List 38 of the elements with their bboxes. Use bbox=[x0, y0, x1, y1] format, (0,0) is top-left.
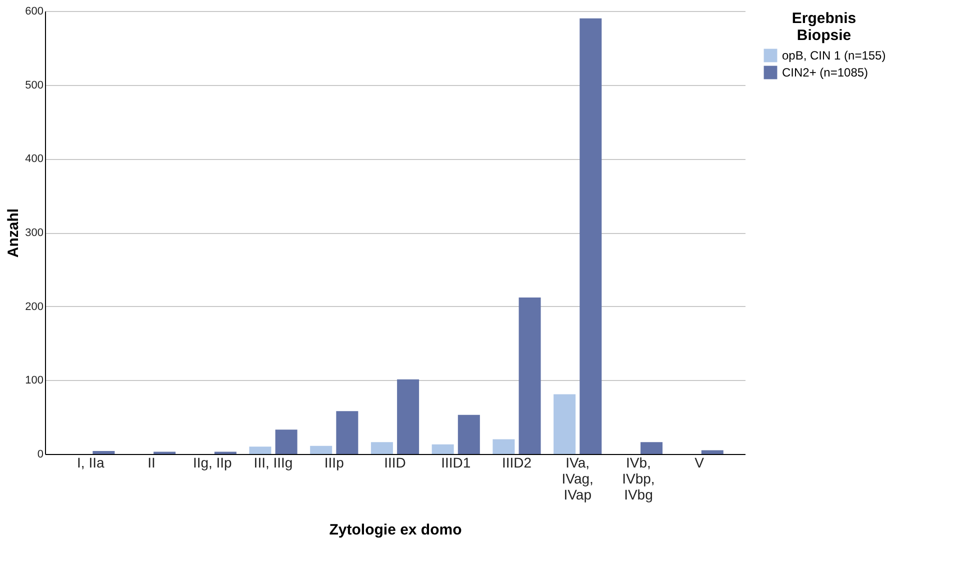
y-tick-label: 300 bbox=[25, 227, 44, 239]
y-tick-label: 400 bbox=[25, 153, 44, 166]
x-tick-label: IVb, IVbp, IVbg bbox=[622, 454, 655, 502]
bar bbox=[370, 442, 393, 454]
bar bbox=[249, 446, 272, 454]
x-tick-label: IIIp bbox=[324, 454, 344, 470]
y-tick-label: 600 bbox=[25, 6, 44, 18]
legend-label: CIN2+ (n=1085) bbox=[782, 66, 868, 80]
bar bbox=[492, 439, 515, 454]
x-tick-label: II bbox=[148, 454, 156, 470]
x-tick-label: IVa, IVag, IVap bbox=[562, 454, 594, 502]
bar bbox=[458, 414, 480, 454]
x-tick-label: I, IIa bbox=[77, 454, 104, 470]
x-tick-label: III, IIIg bbox=[254, 454, 293, 470]
bar bbox=[92, 451, 115, 454]
y-tick-label: 200 bbox=[25, 300, 44, 313]
y-tick-label: 500 bbox=[25, 79, 44, 92]
bar bbox=[554, 394, 576, 454]
x-axis-title: Zytologie ex domo bbox=[329, 522, 462, 538]
bar bbox=[275, 430, 298, 454]
bar bbox=[640, 442, 663, 454]
bar bbox=[432, 444, 454, 454]
y-tick-label: 100 bbox=[25, 374, 44, 387]
legend-label: opB, CIN 1 (n=155) bbox=[782, 48, 886, 62]
y-axis-title: Anzahl bbox=[5, 208, 22, 258]
bar bbox=[518, 297, 541, 454]
legend-title: Ergebnis Biopsie bbox=[792, 10, 856, 44]
x-tick-label: IIID1 bbox=[441, 454, 471, 470]
x-tick-label: V bbox=[694, 454, 705, 470]
bar bbox=[580, 18, 602, 454]
y-tick-label: 0 bbox=[37, 448, 44, 460]
x-tick-label: IIID bbox=[384, 454, 406, 470]
bar bbox=[701, 450, 724, 454]
bar bbox=[336, 411, 358, 454]
x-tick-label: IIID2 bbox=[502, 454, 532, 470]
x-tick-label: IIg, IIp bbox=[192, 454, 232, 470]
bar bbox=[310, 446, 332, 454]
bar bbox=[397, 379, 420, 454]
